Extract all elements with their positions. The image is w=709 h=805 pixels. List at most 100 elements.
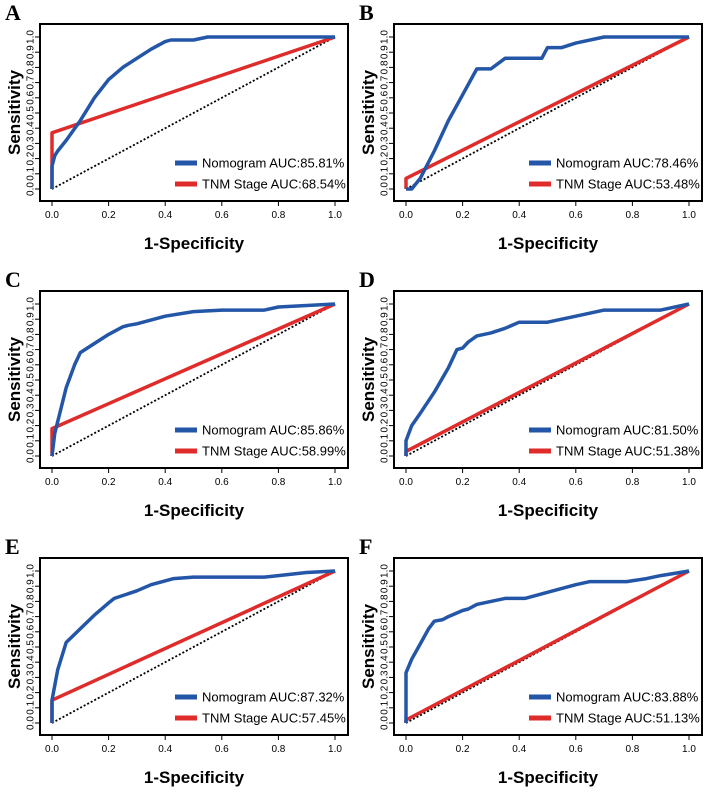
legend-label-tnm-stage: TNM Stage AUC:51.38% xyxy=(556,444,700,459)
y-tick-label: 0.2 xyxy=(26,685,37,699)
y-tick-label: 0.0 xyxy=(380,716,391,730)
x-tick-label: 0.4 xyxy=(158,744,172,755)
legend-label-nomogram: Nomogram AUC:81.50% xyxy=(556,423,699,438)
y-tick-label: 0.8 xyxy=(380,327,391,341)
x-tick-label: 0.2 xyxy=(102,744,116,755)
y-tick-label: 0.0 xyxy=(26,449,37,463)
nomogram-roc-curve xyxy=(404,569,690,723)
x-axis-title: 1-Specificity xyxy=(498,768,599,787)
y-tick-label: 0.6 xyxy=(380,90,391,104)
y-tick-label: 0.1 xyxy=(380,700,391,714)
x-tick-label: 0.4 xyxy=(158,210,172,221)
legend: Nomogram AUC:78.46% TNM Stage AUC:53.48% xyxy=(529,156,700,192)
reference-diagonal xyxy=(51,36,336,190)
x-tick-label: 0.8 xyxy=(271,210,285,221)
x-tick-label: 1.0 xyxy=(682,744,696,755)
x-tick-label: 0.8 xyxy=(625,744,639,755)
panel-a: A0.00.10.20.30.40.50.60.70.80.91.00.0 0.2… xyxy=(5,0,349,253)
y-axis-title: Sensitivity xyxy=(5,69,24,155)
legend: Nomogram AUC:87.32% TNM Stage AUC:57.45% xyxy=(175,690,346,726)
y-tick-label: 1.0 xyxy=(26,297,37,311)
panel-letter-f: F xyxy=(359,534,372,559)
y-tick-label: 0.4 xyxy=(26,388,37,402)
y-tick-label: 0.0 xyxy=(26,182,37,196)
legend-label-nomogram: Nomogram AUC:85.86% xyxy=(202,423,345,438)
x-tick-label: 1.0 xyxy=(328,477,342,488)
y-tick-label: 0.6 xyxy=(26,624,37,638)
panel-f: F0.00.10.20.30.40.50.60.70.80.91.00.0 0.2… xyxy=(359,534,703,787)
legend-label-tnm-stage: TNM Stage AUC:51.13% xyxy=(556,711,700,726)
y-tick-label: 0.2 xyxy=(26,151,37,165)
y-tick-label: 0.5 xyxy=(380,373,391,387)
y-tick-label: 0.0 xyxy=(380,182,391,196)
x-axis-title: 1-Specificity xyxy=(498,234,599,253)
x-tick-label: 0.0 xyxy=(399,744,413,755)
legend: Nomogram AUC:83.88% TNM Stage AUC:51.13% xyxy=(529,690,700,726)
x-tick-label: 0.8 xyxy=(271,477,285,488)
reference-diagonal xyxy=(405,36,690,190)
y-tick-label: 0.1 xyxy=(26,166,37,180)
y-tick-label: 0.3 xyxy=(26,136,37,150)
legend-label-tnm-stage: TNM Stage AUC:53.48% xyxy=(556,177,700,192)
y-tick-label: 1.0 xyxy=(26,30,37,44)
x-tick-label: 0.2 xyxy=(102,210,116,221)
x-tick-label: 0.8 xyxy=(625,210,639,221)
y-tick-label: 0.3 xyxy=(380,670,391,684)
y-tick-label: 0.1 xyxy=(380,166,391,180)
reference-diagonal xyxy=(51,303,336,457)
x-tick-label: 1.0 xyxy=(682,477,696,488)
y-tick-label: 0.6 xyxy=(26,90,37,104)
y-tick-label: 0.8 xyxy=(380,60,391,74)
y-tick-label: 0.3 xyxy=(380,136,391,150)
x-tick-label: 0.2 xyxy=(456,210,470,221)
reference-diagonal xyxy=(51,570,336,724)
x-tick-label: 0.8 xyxy=(271,744,285,755)
legend: Nomogram AUC:85.81% TNM Stage AUC:68.54% xyxy=(175,156,346,192)
x-tick-label: 0.0 xyxy=(399,210,413,221)
nomogram-roc-curve xyxy=(50,35,335,189)
x-tick-label: 0.6 xyxy=(215,744,229,755)
x-tick-label: 0.2 xyxy=(456,744,470,755)
x-tick-label: 0.2 xyxy=(456,477,470,488)
y-tick-label: 0.9 xyxy=(26,579,37,593)
nomogram-roc-curve xyxy=(404,302,690,456)
x-tick-label: 0.0 xyxy=(45,210,59,221)
y-tick-label: 0.2 xyxy=(26,418,37,432)
y-tick-label: 0.5 xyxy=(26,373,37,387)
x-tick-label: 1.0 xyxy=(328,744,342,755)
y-tick-label: 0.2 xyxy=(380,418,391,432)
y-tick-label: 0.6 xyxy=(380,624,391,638)
x-tick-label: 0.6 xyxy=(569,477,583,488)
y-tick-label: 0.7 xyxy=(26,75,37,89)
y-tick-label: 0.5 xyxy=(26,640,37,654)
y-tick-label: 0.1 xyxy=(380,433,391,447)
y-tick-label: 0.6 xyxy=(380,357,391,371)
y-tick-label: 1.0 xyxy=(380,564,391,578)
x-tick-label: 0.4 xyxy=(512,744,526,755)
y-tick-label: 0.4 xyxy=(380,655,391,669)
x-tick-label: 0.4 xyxy=(158,477,172,488)
legend-label-tnm-stage: TNM Stage AUC:58.99% xyxy=(202,444,346,459)
legend-label-nomogram: Nomogram AUC:78.46% xyxy=(556,156,699,171)
legend-label-tnm-stage: TNM Stage AUC:68.54% xyxy=(202,177,346,192)
y-tick-label: 0.7 xyxy=(380,75,391,89)
y-tick-label: 0.7 xyxy=(26,342,37,356)
panel-letter-c: C xyxy=(5,267,21,292)
reference-diagonal xyxy=(405,303,690,457)
legend-label-nomogram: Nomogram AUC:87.32% xyxy=(202,690,345,705)
x-tick-label: 0.8 xyxy=(625,477,639,488)
y-tick-label: 0.9 xyxy=(380,312,391,326)
y-axis-title: Sensitivity xyxy=(359,69,378,155)
y-axis-title: Sensitivity xyxy=(359,336,378,422)
y-tick-label: 0.4 xyxy=(380,121,391,135)
y-tick-label: 0.0 xyxy=(26,716,37,730)
x-tick-label: 0.2 xyxy=(102,477,116,488)
legend-label-tnm-stage: TNM Stage AUC:57.45% xyxy=(202,711,346,726)
panel-d: D0.00.10.20.30.40.50.60.70.80.91.00.0 0.2… xyxy=(359,267,703,520)
y-tick-label: 0.2 xyxy=(380,685,391,699)
y-axis-title: Sensitivity xyxy=(5,603,24,689)
legend: Nomogram AUC:81.50% TNM Stage AUC:51.38% xyxy=(529,423,700,459)
y-tick-label: 0.1 xyxy=(26,700,37,714)
tnm-stage-roc-curve xyxy=(404,35,690,189)
y-tick-label: 1.0 xyxy=(26,564,37,578)
